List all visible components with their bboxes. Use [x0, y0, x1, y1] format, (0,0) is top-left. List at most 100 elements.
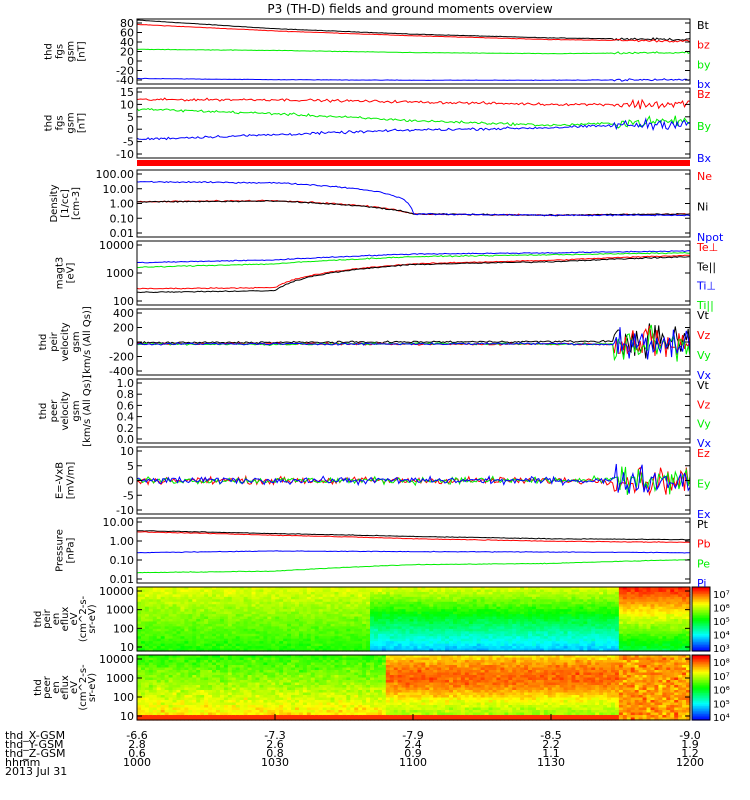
spectrogram-cell — [271, 690, 276, 694]
spectrogram-cell — [425, 614, 430, 618]
spectrogram-cell — [152, 621, 158, 625]
spectrogram-cell — [295, 631, 300, 635]
spectrogram-cell — [393, 638, 399, 642]
spectrogram-cell — [500, 614, 505, 618]
spectrogram-cell — [216, 604, 221, 608]
spectrogram-cell — [334, 687, 340, 691]
spectrogram-cell — [283, 705, 288, 709]
spectrogram-cell — [524, 589, 529, 593]
spectrogram-cell — [559, 604, 565, 608]
spectrogram-cell — [184, 633, 189, 637]
spectrogram-cell — [235, 667, 241, 671]
spectrogram-cell — [579, 609, 584, 613]
spectrogram-cell — [200, 707, 205, 711]
spectrogram-cell — [346, 623, 351, 627]
spectrogram-cell — [275, 648, 280, 652]
spectrogram-cell — [172, 695, 178, 699]
spectrogram-cell — [310, 614, 316, 618]
spectrogram-cell — [385, 594, 391, 598]
spectrogram-cell — [263, 626, 268, 630]
spectrogram-cell — [670, 604, 675, 608]
spectrogram-cell — [137, 682, 142, 686]
spectrogram-cell — [492, 633, 498, 637]
spectrogram-cell — [433, 633, 438, 637]
spectrogram-cell — [397, 616, 403, 620]
spectrogram-cell — [579, 601, 584, 605]
spectrogram-cell — [385, 636, 391, 640]
spectrogram-cell — [140, 655, 146, 659]
spectrogram-cell — [164, 643, 170, 647]
spectrogram-cell — [271, 621, 276, 625]
spectrogram-cell — [322, 667, 328, 671]
spectrogram-cell — [535, 638, 541, 642]
spectrogram-cell — [579, 591, 584, 595]
spectrogram-cell — [227, 682, 233, 686]
spectrogram-cell — [279, 692, 284, 696]
spectrogram-cell — [180, 707, 185, 711]
spectrogram-cell — [283, 594, 288, 598]
spectrogram-cell — [433, 606, 438, 610]
spectrogram-cell — [453, 616, 458, 620]
spectrogram-cell — [456, 628, 462, 632]
spectrogram-cell — [219, 589, 225, 593]
spectrogram-cell — [275, 601, 280, 605]
spectrogram-cell — [219, 587, 225, 591]
spectrogram-cell — [283, 599, 288, 603]
spectrogram-cell — [662, 611, 667, 615]
spectrogram-cell — [433, 587, 438, 591]
spectrogram-cell — [247, 680, 253, 684]
spectrogram-cell — [488, 614, 494, 618]
spectrogram-cell — [184, 675, 189, 679]
spectrogram-cell — [417, 594, 422, 598]
spectrogram-cell — [401, 648, 407, 652]
spectrogram-cell — [137, 690, 142, 694]
spectrogram-cell — [137, 665, 142, 669]
spectrogram-cell — [456, 621, 462, 625]
spectrogram-cell — [587, 633, 592, 637]
spectrogram-cell — [464, 643, 470, 647]
spectrogram-cell — [176, 685, 182, 689]
spectrogram-cell — [445, 601, 450, 605]
spectrogram-cell — [295, 682, 300, 686]
spectrogram-cell — [397, 646, 403, 650]
spectrogram-cell — [291, 697, 296, 701]
spectrogram-cell — [338, 616, 343, 620]
spectrogram-cell — [212, 619, 217, 623]
spectrogram-cell — [275, 621, 280, 625]
spectrogram-cell — [235, 715, 241, 719]
spectrogram-cell — [421, 594, 426, 598]
spectrogram-cell — [208, 682, 213, 686]
spectrogram-cell — [453, 648, 458, 652]
spectrogram-cell — [520, 609, 525, 613]
spectrogram-cell — [144, 604, 150, 608]
spectrogram-cell — [322, 616, 328, 620]
spectrogram-cell — [611, 628, 616, 632]
spectrogram-cell — [358, 601, 363, 605]
spectrogram-cell — [212, 621, 217, 625]
spectrogram-cell — [393, 594, 399, 598]
spectrogram-cell — [496, 619, 501, 623]
spectrogram-cell — [334, 690, 340, 694]
spectrogram-cell — [611, 599, 616, 603]
spectrogram-cell — [618, 641, 624, 645]
spectrogram-cell — [429, 596, 434, 600]
spectrogram-cell — [476, 646, 482, 650]
spectrogram-cell — [239, 705, 245, 709]
spectrogram-cell — [295, 638, 300, 642]
spectrogram-cell — [547, 643, 553, 647]
spectrogram-cell — [622, 614, 628, 618]
spectrogram-cell — [441, 614, 446, 618]
spectrogram-cell — [468, 594, 474, 598]
spectrogram-cell — [464, 636, 470, 640]
spectrogram-cell — [267, 655, 272, 659]
spectrogram-cell — [192, 628, 197, 632]
spectrogram-cell — [318, 648, 324, 652]
spectrogram-cell — [148, 702, 154, 706]
spectrogram-cell — [239, 591, 245, 595]
spectrogram-cell — [630, 631, 636, 635]
spectrogram-cell — [188, 626, 193, 630]
spectrogram-cell — [571, 628, 577, 632]
spectrogram-cell — [204, 705, 209, 709]
spectrogram-cell — [488, 609, 494, 613]
